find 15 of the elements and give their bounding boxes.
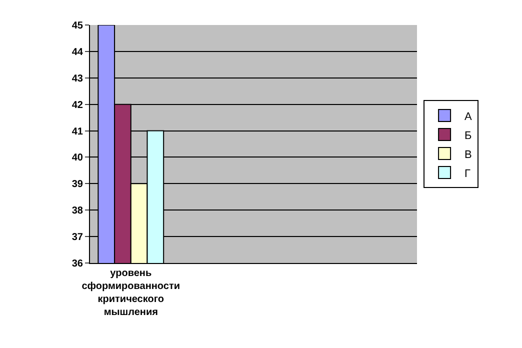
y-tick-label: 37 — [72, 232, 84, 244]
legend-label: А — [464, 110, 473, 123]
legend-label: Г — [464, 168, 471, 180]
y-tick-label: 43 — [72, 73, 84, 84]
y-tick-label: 45 — [72, 20, 84, 32]
y-tick-label: 39 — [72, 179, 84, 190]
legend-label: В — [464, 148, 472, 161]
x-tick-label: уровень сформированности критического мышления — [82, 268, 180, 318]
y-tick-label: 42 — [72, 100, 84, 111]
y-tick-label: 44 — [72, 46, 84, 58]
y-tick-label: 36 — [72, 258, 84, 270]
y-tick-label: 41 — [72, 126, 84, 138]
legend-label: Б — [464, 130, 472, 142]
y-tick-label: 40 — [72, 152, 84, 164]
y-tick-label: 38 — [72, 206, 84, 217]
